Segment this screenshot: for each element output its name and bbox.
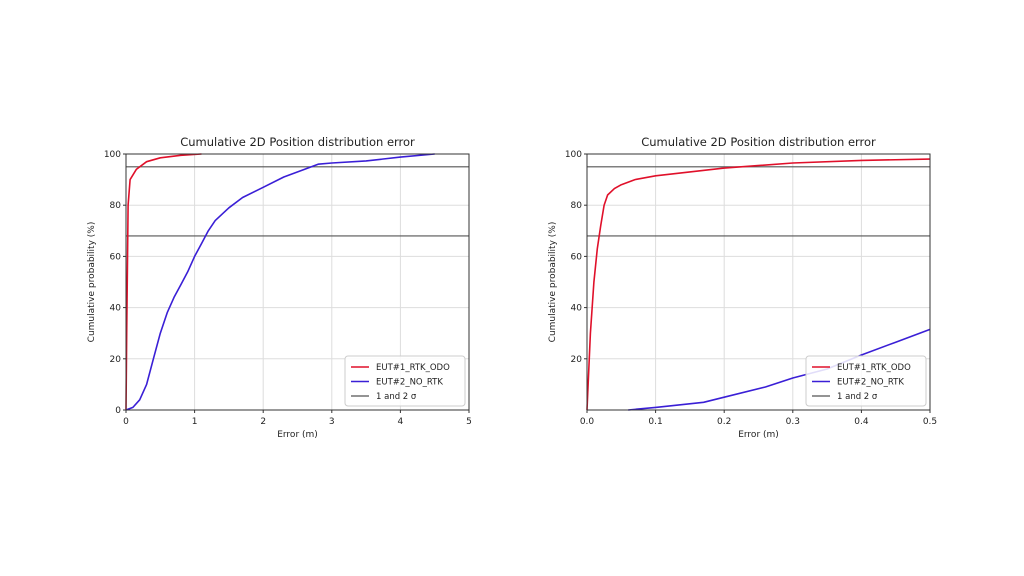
x-tick-label: 1 xyxy=(192,417,198,427)
x-tick-label: 0 xyxy=(123,417,129,427)
chart-title: Cumulative 2D Position distribution erro… xyxy=(641,135,876,149)
legend-label: EUT#2_NO_RTK xyxy=(376,378,443,388)
x-tick-label: 5 xyxy=(466,417,472,427)
legend-label: EUT#1_RTK_ODO xyxy=(376,363,450,373)
series-line-1 xyxy=(125,153,202,411)
y-tick-label: 60 xyxy=(571,252,583,262)
x-tick-label: 3 xyxy=(329,417,335,427)
legend-label: EUT#2_NO_RTK xyxy=(837,378,904,388)
x-tick-label: 4 xyxy=(398,417,404,427)
legend-label: 1 and 2 σ xyxy=(376,392,417,402)
y-tick-label: 40 xyxy=(571,304,583,314)
y-tick-label: 60 xyxy=(110,252,122,262)
y-tick-label: 100 xyxy=(104,150,121,160)
x-tick-label: 0.5 xyxy=(923,417,937,427)
y-axis-label: Cumulative probability (%) xyxy=(87,222,97,343)
plot-frame xyxy=(125,153,470,411)
legend: EUT#1_RTK_ODO EUT#2_NO_RTK 1 and 2 σ xyxy=(805,355,927,407)
x-tick-label: 2 xyxy=(260,417,266,427)
y-tick-label: 80 xyxy=(571,201,583,211)
x-tick-label: 0.4 xyxy=(854,417,869,427)
chart-2: 0.0 0.1 0.2 0.3 0.4 0.5 20 40 60 80 100 Cumulative … xyxy=(548,135,937,440)
legend-label: EUT#1_RTK_ODO xyxy=(837,363,911,373)
y-tick-label: 80 xyxy=(110,201,122,211)
series-line-1 xyxy=(586,158,931,411)
plot-frame xyxy=(586,153,931,411)
legend-box xyxy=(805,355,927,407)
series-line-2 xyxy=(628,328,931,411)
y-tick-label: 20 xyxy=(110,355,122,365)
x-axis-label: Error (m) xyxy=(738,430,779,440)
y-tick-label: 40 xyxy=(110,304,122,314)
chart-title: Cumulative 2D Position distribution erro… xyxy=(180,135,415,149)
y-tick-label: 0 xyxy=(115,406,121,416)
legend: EUT#1_RTK_ODO EUT#2_NO_RTK 1 and 2 σ xyxy=(344,355,466,407)
x-tick-label: 0.1 xyxy=(648,417,662,427)
x-tick-label: 0.2 xyxy=(717,417,731,427)
legend-box xyxy=(344,355,466,407)
chart-1: 0 1 2 3 4 5 0 20 40 60 80 100 Cumulative 2D Position… xyxy=(87,135,472,440)
x-tick-label: 0.0 xyxy=(580,417,595,427)
y-axis-label: Cumulative probability (%) xyxy=(548,222,558,343)
series-line-2 xyxy=(125,153,435,411)
x-tick-label: 0.3 xyxy=(786,417,800,427)
legend-label: 1 and 2 σ xyxy=(837,392,878,402)
y-tick-label: 100 xyxy=(565,150,582,160)
y-tick-label: 20 xyxy=(571,355,583,365)
x-axis-label: Error (m) xyxy=(277,430,318,440)
